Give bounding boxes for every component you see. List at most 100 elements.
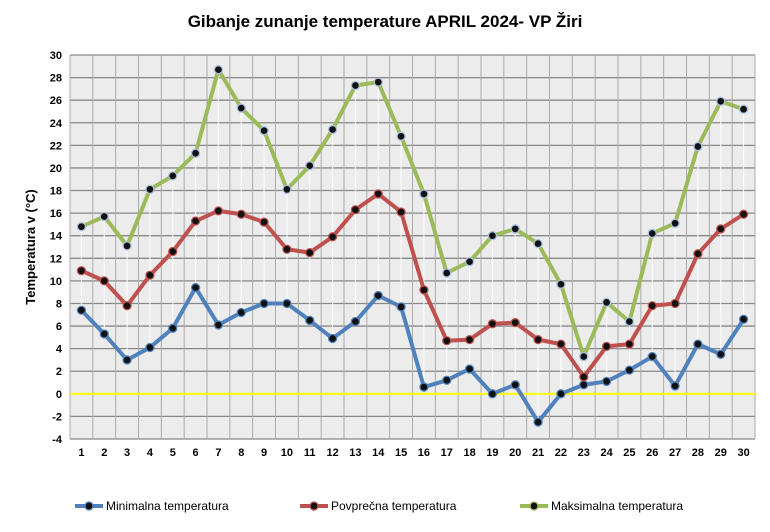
x-tick-label: 18 <box>463 447 475 459</box>
data-point <box>487 319 498 329</box>
legend-marker <box>529 501 539 511</box>
x-tick-label: 11 <box>304 447 316 459</box>
data-point <box>327 124 338 135</box>
x-tick-label: 30 <box>737 447 749 459</box>
data-point <box>579 380 589 390</box>
data-point <box>190 283 201 293</box>
data-point <box>624 316 635 327</box>
data-point <box>716 349 726 359</box>
data-point <box>350 205 361 215</box>
data-point <box>213 206 224 216</box>
data-point <box>670 381 680 391</box>
data-point <box>145 184 155 195</box>
data-point <box>168 246 178 257</box>
y-tick-label: 18 <box>50 186 62 198</box>
data-point <box>168 323 178 333</box>
data-point <box>396 131 406 141</box>
legend-marker <box>84 501 94 511</box>
y-tick-label: 2 <box>56 366 62 378</box>
data-point <box>624 365 635 375</box>
data-point <box>350 316 361 327</box>
data-point <box>145 342 155 353</box>
y-tick-label: -4 <box>52 434 63 446</box>
x-tick-label: 15 <box>395 447 407 459</box>
data-point <box>122 355 132 365</box>
data-point <box>442 336 452 346</box>
data-point <box>236 209 246 219</box>
data-point <box>168 171 178 181</box>
data-point <box>693 339 703 349</box>
y-tick-label: 30 <box>50 50 62 62</box>
data-point <box>373 290 383 301</box>
x-tick-label: 24 <box>600 447 613 459</box>
data-point <box>533 334 543 345</box>
series-line <box>80 67 745 359</box>
x-tick-label: 3 <box>124 447 130 459</box>
y-tick-label: 14 <box>50 231 63 243</box>
data-point <box>259 217 269 227</box>
data-point <box>305 247 315 258</box>
data-point <box>556 389 566 399</box>
data-point <box>556 279 566 289</box>
x-tick-label: 6 <box>193 447 199 459</box>
legend: Minimalna temperatura Povprečna temperatu… <box>75 499 683 513</box>
data-point <box>510 318 520 328</box>
y-tick-label: 6 <box>56 321 62 333</box>
data-point <box>442 375 452 385</box>
data-point <box>282 298 292 309</box>
y-tick-label: 16 <box>50 208 62 220</box>
data-point <box>259 298 269 309</box>
legend-label: Maksimalna temperatura <box>551 499 683 513</box>
data-point <box>601 376 612 387</box>
data-point <box>533 417 543 427</box>
data-point <box>282 184 292 195</box>
chart-title: Gibanje zunanje temperature APRIL 2024- … <box>188 12 583 31</box>
series-line <box>80 191 745 379</box>
x-tick-label: 23 <box>578 447 590 459</box>
data-point <box>601 297 612 307</box>
x-tick-label: 2 <box>101 447 107 459</box>
data-point <box>738 314 749 324</box>
data-point <box>236 307 246 318</box>
x-tick-label: 9 <box>261 447 267 459</box>
data-point <box>624 339 635 349</box>
drop-lines <box>80 69 745 423</box>
x-tick-label: 8 <box>238 447 244 459</box>
y-tick-label: 4 <box>56 344 63 356</box>
data-point <box>305 161 315 171</box>
x-tick-label: 10 <box>281 447 293 459</box>
data-point <box>487 231 498 241</box>
x-tick-label: 5 <box>170 447 176 459</box>
x-tick-label: 17 <box>441 447 453 459</box>
series-avg <box>76 189 749 382</box>
legend-label: Minimalna temperatura <box>106 499 229 513</box>
y-tick-label: -2 <box>52 411 62 423</box>
data-point <box>647 351 657 362</box>
legend-marker <box>309 501 319 511</box>
y-axis-label: Temperatura v (°C) <box>23 189 38 304</box>
data-point <box>670 218 680 228</box>
series-min <box>76 283 749 427</box>
data-point <box>373 189 383 199</box>
data-point <box>213 320 224 330</box>
data-point <box>122 301 132 311</box>
y-tick-label: 12 <box>50 253 62 265</box>
data-point <box>396 207 406 217</box>
data-point <box>510 224 520 234</box>
data-point <box>579 351 589 362</box>
data-point <box>99 211 109 222</box>
y-tick-label: 8 <box>56 298 62 310</box>
data-point <box>282 244 292 254</box>
legend-label: Povprečna temperatura <box>331 499 457 513</box>
x-tick-label: 21 <box>532 447 544 459</box>
y-tick-label: 24 <box>50 118 63 130</box>
y-tick-label: 10 <box>50 276 62 288</box>
x-tick-label: 7 <box>215 447 221 459</box>
data-point <box>122 241 132 251</box>
data-point <box>464 334 475 345</box>
data-point <box>327 232 338 242</box>
series-max <box>76 65 749 362</box>
data-point <box>510 380 520 390</box>
x-tick-label: 4 <box>147 447 154 459</box>
